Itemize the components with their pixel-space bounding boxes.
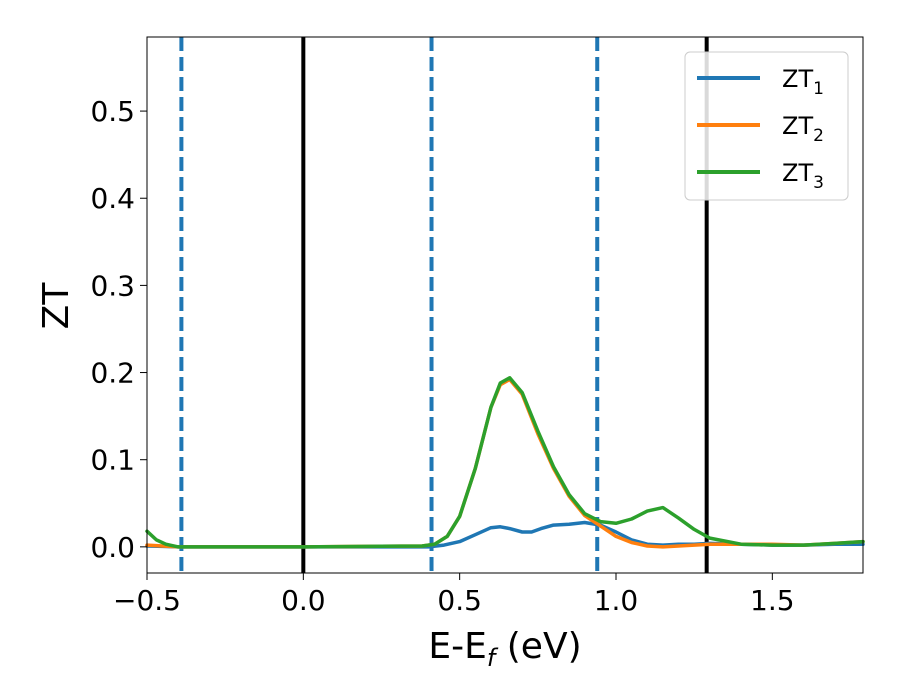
- x-axis-ticks: −0.5 0.0 0.5 1.0 1.5: [113, 573, 795, 617]
- plot-frame: [146, 36, 864, 574]
- series-line-3: [145, 376, 865, 549]
- x-tick-label: 0.5: [437, 584, 482, 617]
- legend-label-2: ZT2: [782, 112, 824, 146]
- x-tick-label: 0.0: [281, 584, 326, 617]
- x-tick-label: −0.5: [113, 584, 181, 617]
- y-axis-label: ZT: [36, 282, 77, 330]
- legend-box: [684, 51, 849, 201]
- x-axis-label: E-Ef (eV): [428, 626, 581, 672]
- series-layer: [145, 376, 865, 549]
- y-tick-label: 0.2: [90, 357, 135, 390]
- reference-lines: [179, 37, 709, 573]
- x-tick-label: 1.0: [594, 584, 639, 617]
- y-tick-label: 0.1: [90, 444, 135, 477]
- legend: ZT1 ZT2 ZT3: [684, 51, 849, 201]
- y-tick-label: 0.3: [90, 269, 135, 302]
- y-tick-label: 0.4: [90, 182, 135, 215]
- y-tick-label: 0.5: [90, 95, 135, 128]
- y-axis-ticks: 0.0 0.1 0.2 0.3 0.4 0.5: [90, 95, 147, 564]
- legend-label-3: ZT3: [782, 159, 824, 193]
- legend-label-1: ZT1: [782, 65, 824, 99]
- series-line-2: [145, 377, 865, 549]
- x-tick-label: 1.5: [750, 584, 795, 617]
- y-tick-label: 0.0: [90, 531, 135, 564]
